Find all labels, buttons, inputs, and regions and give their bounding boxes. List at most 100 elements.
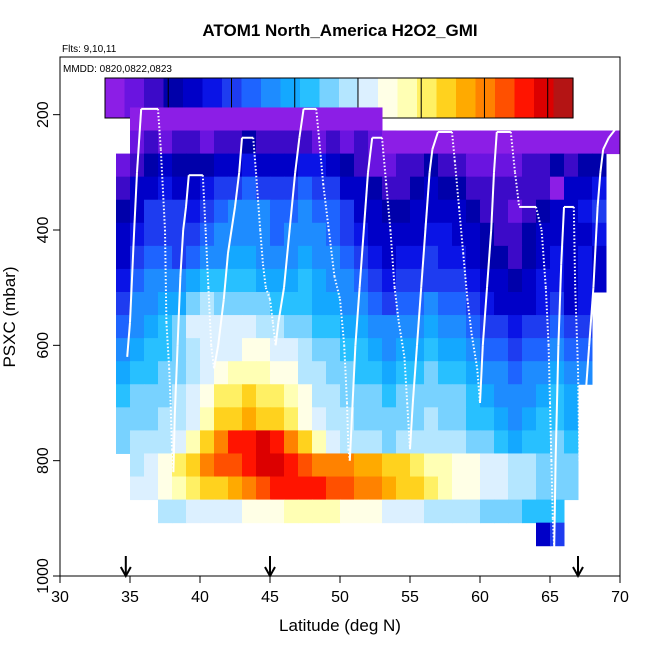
heatmap-cell <box>354 291 369 316</box>
heatmap-cell <box>116 407 131 431</box>
flight-track-segment <box>549 402 553 461</box>
heatmap-cell <box>480 407 495 431</box>
heatmap-cell <box>592 199 607 224</box>
heatmap-cell <box>186 245 201 270</box>
heatmap-cell <box>340 268 355 293</box>
heatmap-cell <box>144 453 159 478</box>
heatmap-cell <box>298 222 313 247</box>
heatmap-cell <box>158 176 173 201</box>
flight-track-segment <box>351 345 357 404</box>
heatmap-cell <box>256 268 271 293</box>
heatmap-cell <box>312 407 327 431</box>
y-axis-label: PSXC (mbar) <box>0 266 19 367</box>
heatmap-cell <box>284 476 299 501</box>
y-tick-label: 600 <box>35 332 52 359</box>
heatmap-cell <box>382 430 397 454</box>
flight-track-segment <box>133 172 138 231</box>
flight-track-segment <box>207 287 213 346</box>
heatmap-cell <box>578 153 593 178</box>
heatmap-cell <box>438 361 453 385</box>
heatmap-cell <box>326 338 341 362</box>
flight-track-segment <box>354 287 361 346</box>
heatmap-cell <box>298 430 313 454</box>
heatmap-cell <box>508 430 523 454</box>
heatmap-cell <box>522 130 537 155</box>
heatmap-cell <box>452 430 467 454</box>
heatmap-cell <box>172 361 187 385</box>
heatmap-cell <box>396 315 411 339</box>
heatmap-cell <box>536 222 551 247</box>
heatmap-cell <box>494 291 509 316</box>
heatmap-cell <box>326 291 341 316</box>
heatmap-cell <box>186 176 201 201</box>
heatmap-cell <box>480 430 495 454</box>
heatmap-cell <box>508 222 523 247</box>
heatmap-cell <box>424 384 439 408</box>
heatmap-cell <box>130 222 145 247</box>
heatmap-cell <box>480 130 495 155</box>
flight-track-segment <box>411 345 418 404</box>
flight-track-segment <box>238 137 243 173</box>
heatmap-cell <box>396 407 411 431</box>
heatmap-cell <box>452 315 467 339</box>
colorbar-swatch <box>553 78 574 118</box>
heatmap-cell <box>494 361 509 385</box>
heatmap-cell <box>200 476 215 501</box>
heatmap-cell <box>116 222 131 247</box>
heatmap-cell <box>424 476 439 501</box>
heatmap-cell <box>228 476 243 501</box>
flight-track-segment <box>159 149 166 231</box>
x-tick-label: 70 <box>611 589 629 606</box>
heatmap-cell <box>508 199 523 224</box>
heatmap-cell <box>480 476 495 501</box>
heatmap-cell <box>340 176 355 201</box>
flight-track-segment <box>584 345 591 404</box>
heatmap-cell <box>578 222 593 247</box>
heatmap-cell <box>144 338 159 362</box>
flight-track-segment <box>547 345 551 404</box>
heatmap-cell <box>522 199 537 224</box>
flight-track-segment <box>173 345 179 415</box>
heatmap-cell <box>200 222 215 247</box>
heatmap-cell <box>284 130 299 155</box>
heatmap-cell <box>368 245 383 270</box>
heatmap-cell <box>200 361 215 385</box>
heatmap-cell <box>354 130 369 155</box>
flight-track-segment <box>346 402 350 450</box>
heatmap-cell <box>158 499 173 524</box>
heatmap-cell <box>452 407 467 431</box>
heatmap-cell <box>326 361 341 385</box>
heatmap-cell <box>144 222 159 247</box>
colorbar-swatch <box>514 78 535 118</box>
heatmap-cell <box>368 384 383 408</box>
heatmap-cell <box>564 384 579 408</box>
flights-annotation: Flts: 9,10,11 <box>62 44 117 55</box>
flight-track-segment <box>164 229 168 323</box>
heatmap-cell <box>326 476 341 501</box>
flight-track-segment <box>608 122 621 139</box>
heatmap-cell <box>424 407 439 431</box>
heatmap-cell <box>354 407 369 431</box>
heatmap-cell <box>228 338 243 362</box>
x-tick-label: 35 <box>121 589 139 606</box>
heatmap-cell <box>186 315 201 339</box>
heatmap-cell <box>578 268 593 293</box>
heatmap-cell <box>130 176 145 201</box>
heatmap-cell <box>340 384 355 408</box>
flight-track-segment <box>201 175 207 231</box>
flight-track-segment <box>544 287 550 346</box>
heatmap-cell <box>466 476 481 501</box>
heatmap-cell <box>130 107 145 132</box>
heatmap-cell <box>466 130 481 155</box>
flight-track-segment <box>490 172 495 231</box>
heatmap-cell <box>158 338 173 362</box>
heatmap-cell <box>410 476 425 501</box>
heatmap-cell <box>396 176 411 201</box>
heatmap-cell <box>494 176 509 201</box>
heatmap-cell <box>368 315 383 339</box>
heatmap-cell <box>522 315 537 339</box>
heatmap-cell <box>466 268 481 293</box>
heatmap-cell <box>396 199 411 224</box>
heatmap-cell <box>186 430 201 454</box>
heatmap-cell <box>214 130 229 155</box>
